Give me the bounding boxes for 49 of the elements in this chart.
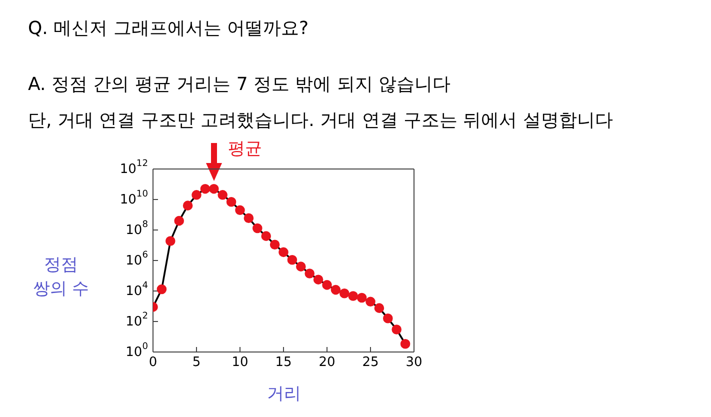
point — [270, 240, 280, 250]
chart-subtitle: A. 정점 간의 평균 거리는 7 정도 밖에 되지 않습니다 — [28, 73, 451, 96]
y-tick-label: 10$^{4}$ — [126, 281, 148, 299]
x-tick-label: 5 — [192, 355, 201, 370]
x-tick-label: 30 — [406, 355, 422, 370]
y-tick-label: 10$^{6}$ — [126, 250, 148, 268]
point — [218, 190, 228, 200]
x-tick-label: 25 — [362, 355, 379, 370]
point — [278, 247, 288, 258]
point — [182, 200, 193, 210]
point — [313, 274, 324, 284]
x-tick-label: 15 — [275, 355, 292, 370]
x-axis-title: 거리 — [266, 383, 302, 405]
point — [192, 190, 202, 200]
y-tick-label: 10$^{10}$ — [120, 190, 148, 208]
point — [348, 291, 358, 301]
point — [174, 216, 184, 226]
point — [383, 313, 393, 324]
y-tick-label: 10$^{12}$ — [120, 159, 148, 177]
y-tick-label: 10$^{0}$ — [126, 342, 148, 360]
y-axis-title: 정점 쌍의 수 — [32, 254, 90, 301]
x-tick-label: 0 — [148, 355, 158, 370]
point — [392, 324, 402, 334]
y-tick-label: 10$^{2}$ — [126, 312, 148, 330]
point — [209, 184, 219, 194]
point — [226, 196, 236, 207]
x-tick-label: 20 — [318, 355, 336, 370]
point — [235, 205, 245, 216]
point — [304, 268, 314, 278]
point — [156, 284, 167, 294]
point — [340, 288, 350, 298]
x-tick-label: 10 — [232, 355, 248, 370]
point — [200, 184, 210, 194]
y-tick-label: 10$^{8}$ — [126, 220, 148, 238]
point — [261, 231, 271, 241]
point — [322, 280, 332, 290]
point — [252, 223, 262, 234]
chart-title: Q. 메신저 그래프에서는 어떨까요? — [28, 17, 309, 40]
text: 단, 거대 연결 구조만 고려했습니다. 거대 연결 구조는 뒤에서 설명합니다 — [28, 109, 613, 132]
point — [356, 292, 367, 303]
point — [296, 262, 306, 272]
point — [287, 254, 298, 265]
point — [366, 296, 376, 307]
point — [374, 303, 384, 313]
point — [330, 284, 341, 295]
point — [166, 236, 176, 246]
point — [400, 338, 410, 349]
point — [244, 213, 254, 224]
annotation: 평균 — [228, 138, 262, 160]
